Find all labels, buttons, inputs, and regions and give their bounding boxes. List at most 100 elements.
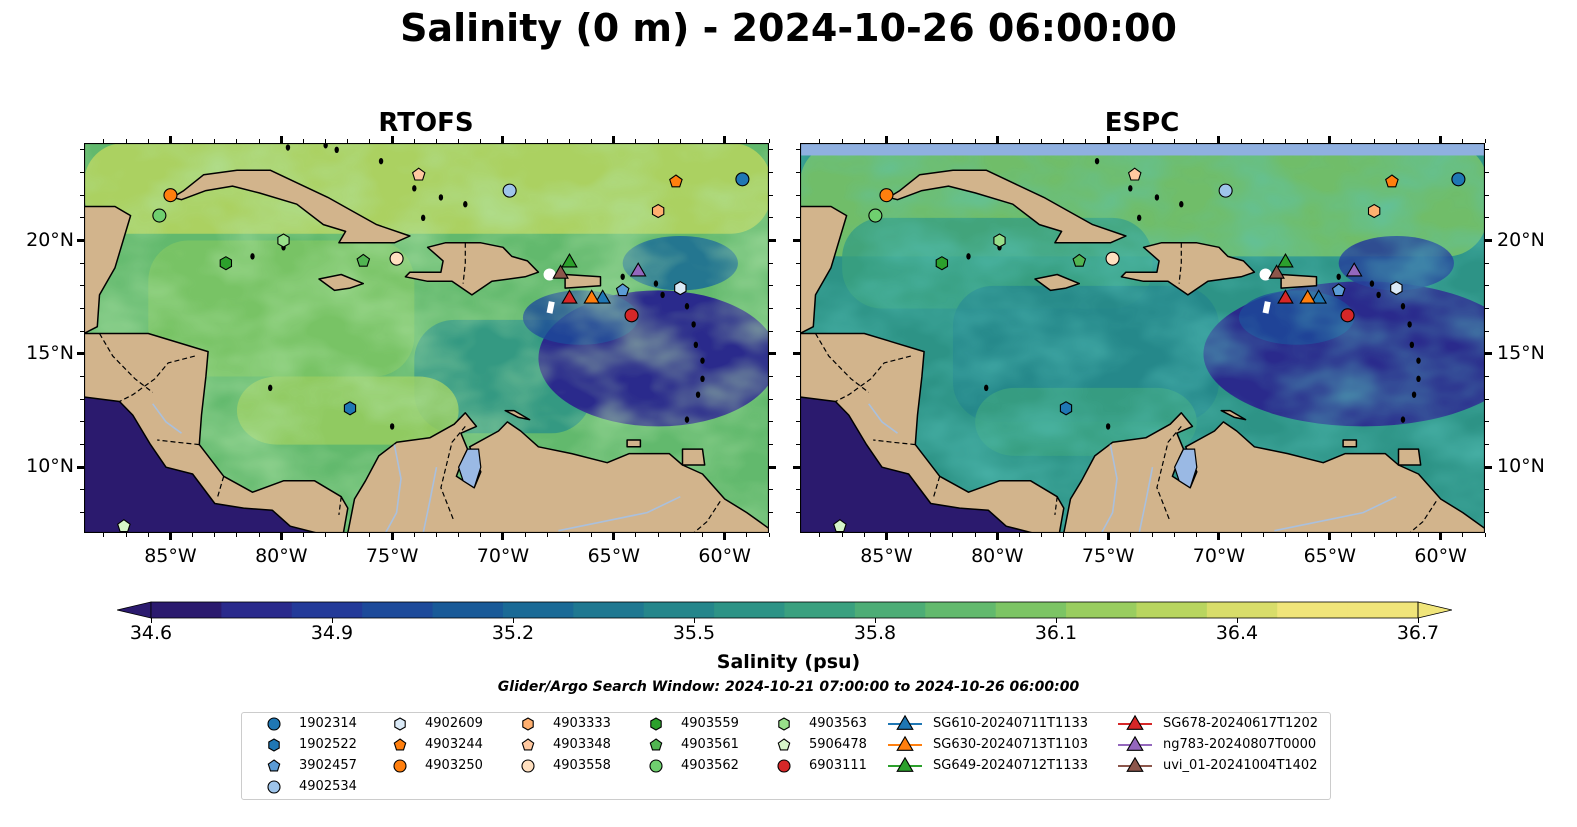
small-island <box>653 280 659 287</box>
small-island <box>1128 185 1133 192</box>
minor-tick <box>80 330 84 332</box>
minor-tick <box>1485 512 1489 514</box>
minor-tick <box>796 330 800 332</box>
minor-tick <box>996 139 998 143</box>
legend-entry: SG610-20240711T1133 <box>888 714 1113 734</box>
legend-entry: 4903561 <box>636 735 756 755</box>
minor-tick <box>347 139 349 143</box>
minor-tick <box>679 533 681 537</box>
minor-tick <box>769 149 773 151</box>
colorbar-segment <box>432 602 504 618</box>
minor-tick <box>1218 139 1220 143</box>
small-island <box>984 384 989 392</box>
minor-tick <box>413 533 415 537</box>
minor-tick <box>413 139 415 143</box>
minor-tick <box>1240 139 1242 143</box>
legend-entry: uvi_01-20241004T1402 <box>1118 756 1343 776</box>
minor-tick <box>1063 533 1065 537</box>
panel-title-rtofs: RTOFS <box>378 108 474 138</box>
minor-tick <box>769 466 773 468</box>
colorbar-segment <box>573 602 645 618</box>
minor-tick <box>1085 533 1087 537</box>
minor-tick <box>1373 533 1375 537</box>
marker-4903558 <box>389 251 404 266</box>
minor-tick <box>796 149 800 151</box>
triangle-marker-icon <box>888 735 922 751</box>
minor-tick <box>369 533 371 537</box>
river <box>1274 495 1397 532</box>
country-border <box>693 500 721 533</box>
colorbar-segment <box>1277 602 1349 618</box>
colorbar-tick-label: 34.6 <box>129 622 173 644</box>
triangle-icon <box>1126 714 1144 730</box>
marker-4903250 <box>879 188 894 203</box>
minor-tick <box>657 533 659 537</box>
circle-marker-icon <box>649 759 663 773</box>
minor-tick <box>1485 262 1489 264</box>
minor-tick <box>80 421 84 423</box>
marker-uvi_01-20241004t1402 <box>552 264 569 279</box>
lon-tick-label: 65°W <box>1303 545 1357 567</box>
legend-entry: SG678-20240617T1202 <box>1118 714 1343 734</box>
minor-tick <box>701 533 703 537</box>
colorbar-segment <box>854 602 926 618</box>
marker-4903563 <box>993 233 1006 248</box>
river <box>152 403 182 434</box>
country-border <box>1409 500 1437 533</box>
minor-tick <box>546 533 548 537</box>
legend-entry: 6903111 <box>764 756 884 776</box>
colorbar-tick-label: 35.2 <box>491 622 535 644</box>
minor-tick <box>1151 533 1153 537</box>
marker-4903559 <box>935 256 949 271</box>
minor-tick <box>435 533 437 537</box>
country-border <box>98 333 154 393</box>
legend-label: SG630-20240713T1103 <box>933 737 1089 752</box>
colorbar-segment <box>714 602 786 618</box>
legend-entry: 4903562 <box>636 756 756 776</box>
minor-tick <box>996 533 998 537</box>
small-island <box>1105 423 1111 430</box>
colorbar-tick <box>1417 618 1419 623</box>
small-island <box>1154 194 1160 201</box>
minor-tick <box>796 262 800 264</box>
river <box>384 444 402 533</box>
minor-tick <box>885 533 887 537</box>
minor-tick <box>391 139 393 143</box>
rtofs-map <box>84 143 769 533</box>
small-island <box>378 157 384 165</box>
marker-4902609 <box>674 280 687 296</box>
minor-tick <box>192 139 194 143</box>
minor-tick <box>769 421 773 423</box>
colorbar-tick <box>1055 618 1057 623</box>
triangle-icon <box>896 735 914 751</box>
land-central <box>84 143 349 533</box>
axis-layer: 85°W 80°W 75°W 70°W 65°W 60°W 20°N 15°N 10°N 85°W… <box>26 136 1545 567</box>
pentagon-icon <box>649 738 663 751</box>
minor-tick <box>1485 171 1489 173</box>
minor-tick <box>613 139 615 143</box>
small-island <box>1409 341 1415 349</box>
minor-tick <box>701 139 703 143</box>
legend: 1902314 1902522 3902457 4902534 4902609 49032… <box>241 712 1331 800</box>
marker-sg630-20240713t1103 <box>583 289 600 304</box>
lon-tick-label: 75°W <box>365 545 419 567</box>
minor-tick <box>769 194 773 196</box>
colorbar-segment <box>925 602 997 618</box>
country-border <box>1054 496 1058 515</box>
country-border <box>1178 242 1182 284</box>
lat-tick-label: 10°N <box>1497 455 1545 478</box>
minor-tick <box>796 421 800 423</box>
minor-tick <box>347 533 349 537</box>
circle-icon <box>393 759 407 773</box>
marker-4903558 <box>1105 251 1120 266</box>
marker-3902457 <box>1331 283 1346 297</box>
minor-tick <box>657 139 659 143</box>
legend-label: 4903559 <box>681 716 739 731</box>
land-central <box>800 143 1065 533</box>
small-island <box>323 143 328 149</box>
marker-sg678-20240617t1202 <box>1277 289 1294 304</box>
no-data-band <box>800 143 1485 156</box>
minor-tick <box>613 533 615 537</box>
colorbar-tick-label: 36.4 <box>1215 622 1259 644</box>
country-border <box>873 439 916 446</box>
